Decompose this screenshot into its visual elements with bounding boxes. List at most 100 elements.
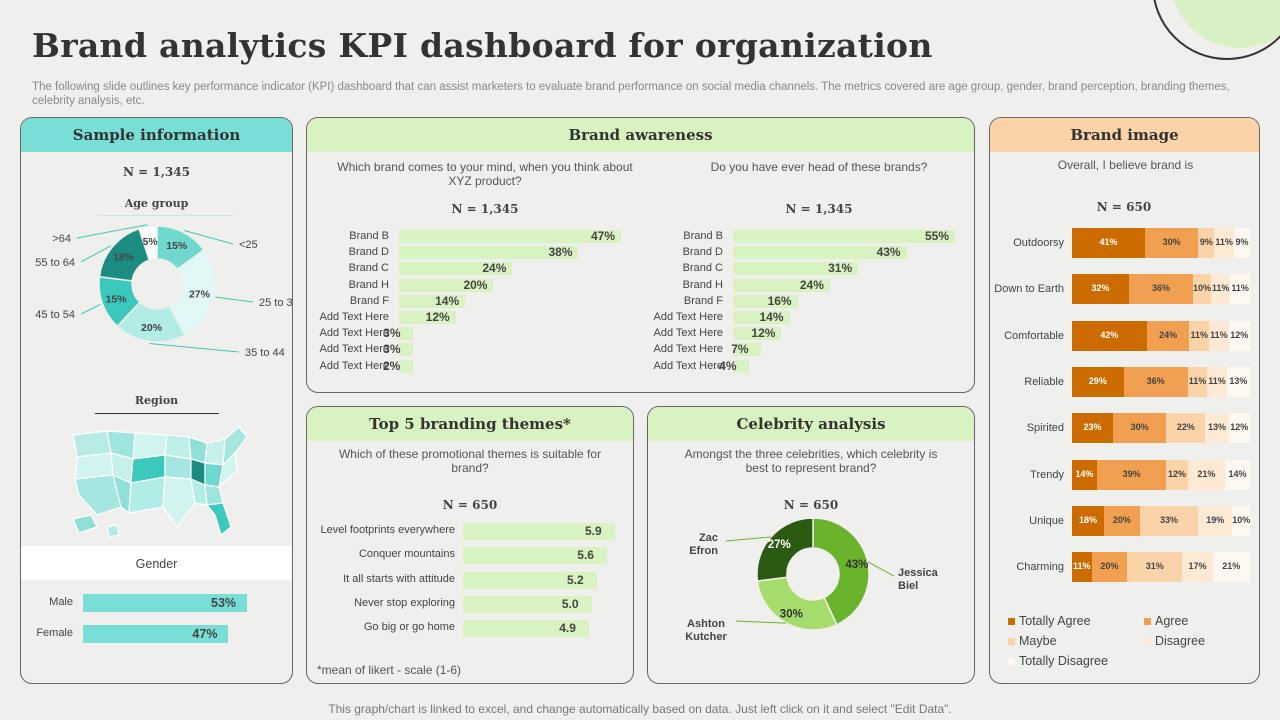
celebrity-slice: [756, 576, 838, 631]
awareness-bar: [733, 327, 782, 341]
age-label: 25 to 34: [259, 297, 293, 309]
gender-header-band: [21, 546, 292, 580]
legend-label: Maybe: [1019, 634, 1057, 648]
brand-image-segment-value: 24%: [1159, 329, 1178, 340]
awareness-bar-value: 47%: [591, 229, 616, 243]
age-slice-value: 5%: [143, 236, 159, 248]
brand-image-segment: [1072, 228, 1145, 258]
brand-image-panel: Brand image Overall, I believe brand is …: [989, 117, 1260, 684]
age-group-underline: [97, 215, 233, 216]
brand-image-segment-value: 41%: [1099, 237, 1118, 247]
awareness-left-bar-chart: Brand B 47% Brand D 38% Brand C 24% Brand H 20%…: [307, 229, 641, 380]
awareness-bar-value: 24%: [482, 261, 507, 276]
brand-image-segment: [1112, 413, 1167, 444]
themes-question: Which of these promotional themes is sui…: [338, 447, 602, 475]
theme-label: Level footprints everywhere: [320, 524, 455, 536]
legend-item: Totally Disagree: [1008, 654, 1108, 668]
awareness-bar-label: Brand H: [348, 278, 389, 291]
brand-image-segment: [1144, 228, 1199, 258]
brand-image-segment: [1146, 320, 1190, 351]
awareness-bar-label: Brand B: [683, 230, 723, 242]
celebrity-slice: [812, 519, 870, 626]
brand-image-segment-value: 9%: [1235, 237, 1249, 247]
brand-image-segment-value: 30%: [1130, 422, 1149, 433]
awareness-bar: [399, 246, 579, 260]
brand-image-header: Brand image: [990, 118, 1259, 152]
theme-value: 5.0: [561, 596, 579, 611]
legend-label: Totally Disagree: [1019, 654, 1108, 668]
brand-image-row-label: Down to Earth: [994, 283, 1064, 296]
awareness-bar: [733, 343, 762, 357]
age-label: 45 to 54: [35, 309, 75, 321]
celebrity-label: Ashton: [687, 618, 725, 630]
awareness-bar: [733, 278, 830, 292]
gender-value: 47%: [192, 627, 218, 641]
brand-image-segment-value: 29%: [1088, 375, 1107, 386]
brand-image-segment: [1214, 228, 1234, 258]
brand-image-segment-value: 39%: [1122, 468, 1141, 479]
legend-item: Agree: [1144, 614, 1188, 628]
brand-image-segment: [1104, 505, 1140, 536]
brand-image-segment: [1187, 366, 1208, 397]
brand-image-segment: [1228, 320, 1250, 351]
celebrity-leader-line: [867, 561, 895, 577]
theme-bar: [463, 620, 590, 638]
gender-label: Male: [49, 596, 73, 608]
brand-image-segment: [1096, 459, 1167, 490]
brand-image-segment-value: 9%: [1199, 237, 1213, 247]
awareness-bar-label: Add Text Here: [319, 311, 389, 323]
awareness-bar: [733, 262, 859, 276]
age-slice: [138, 225, 158, 262]
brand-image-segment-value: 11%: [1231, 283, 1249, 294]
brand-image-segment-value: 11%: [1188, 375, 1207, 386]
legend-item: Maybe: [1008, 634, 1057, 648]
age-slice-value: 20%: [141, 322, 163, 334]
age-group-donut-chart: 15% <25 27% 25 to 34 20% 35 to 44 15% 45 to 54 1…: [35, 224, 293, 359]
brand-image-segment: [1189, 320, 1210, 351]
legend-item: Disagree: [1144, 634, 1205, 648]
brand-image-segment: [1210, 274, 1231, 305]
sample-information-header: Sample information: [21, 118, 292, 152]
brand-image-segment-value: 20%: [1112, 514, 1131, 525]
legend-label: Totally Agree: [1019, 614, 1091, 628]
themes-n: N = 650: [442, 498, 498, 512]
brand-image-row-label: Spirited: [1026, 422, 1064, 435]
brand-image-segment: [1212, 552, 1250, 583]
brand-image-segment: [1207, 366, 1227, 397]
age-slice-value: 27%: [189, 288, 211, 300]
awareness-bar: [399, 278, 494, 292]
page-subtitle: The following slide outlines key perform…: [32, 81, 1230, 107]
brand-image-segment: [1233, 228, 1250, 258]
brand-image-segment-value: 30%: [1162, 237, 1181, 247]
brand-image-segment-value: 42%: [1100, 329, 1119, 340]
celebrity-question: Amongst the three celebrities, which cel…: [684, 447, 938, 475]
brand-image-segment: [1198, 228, 1215, 258]
brand-image-segment-value: 32%: [1091, 283, 1110, 294]
brand-image-segment-value: 18%: [1079, 514, 1098, 525]
brand-image-row-label: Charming: [1016, 561, 1064, 574]
celebrity-leader-line: [735, 620, 787, 624]
legend-swatch: [1008, 618, 1015, 626]
brand-image-stacked-chart: Outdoorsy 41% 30% 9% 11% 9% Down to Earth 32% 36…: [990, 228, 1259, 608]
brand-image-row-label: Outdoorsy: [1013, 237, 1064, 249]
brand-image-segment: [1123, 366, 1188, 397]
legend-swatch: [1008, 638, 1015, 646]
age-label: 55 to 64: [35, 257, 75, 269]
age-label: 35 to 44: [245, 347, 285, 359]
age-slice-value: 18%: [113, 251, 135, 263]
age-slice-value: 15%: [166, 240, 188, 252]
brand-image-segment: [1230, 274, 1250, 305]
sample-n: N = 1,345: [123, 165, 190, 179]
brand-image-segment: [1182, 552, 1213, 583]
awareness-bar-value: 14%: [435, 293, 460, 308]
brand-image-question: Overall, I believe brand is: [1057, 158, 1194, 172]
region-title: Region: [134, 394, 179, 407]
age-leader-line: [149, 343, 240, 353]
theme-bar: [463, 571, 597, 589]
celebrity-slice-value: 30%: [780, 608, 803, 620]
awareness-bar-value: 14%: [759, 310, 784, 324]
awareness-bar: [733, 311, 790, 324]
brand-image-segment-value: 21%: [1222, 561, 1241, 572]
decorative-circle: [1152, 0, 1280, 60]
